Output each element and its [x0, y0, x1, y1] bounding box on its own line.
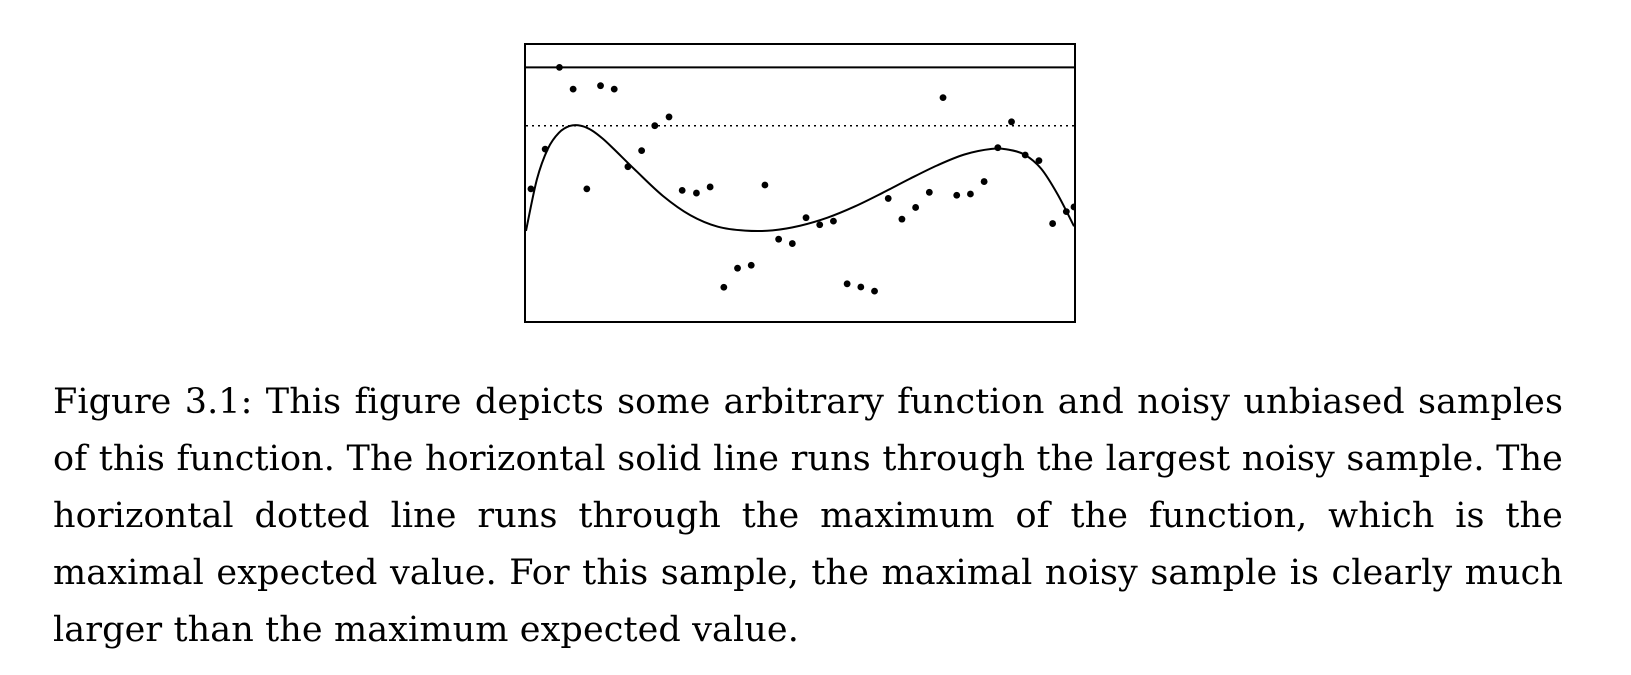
figure-plot — [524, 43, 1076, 323]
reference-lines — [526, 66, 1074, 127]
sample-point — [597, 82, 604, 90]
sample-point — [747, 261, 755, 269]
sample-point — [665, 113, 673, 121]
sample-point — [638, 147, 646, 154]
sample-point — [871, 287, 878, 295]
sample-point — [816, 221, 824, 229]
sample-point — [583, 185, 591, 193]
sample-point — [1008, 118, 1015, 126]
sample-point — [527, 185, 535, 193]
sample-point — [843, 280, 851, 288]
sample-point — [994, 144, 1002, 152]
sample-point — [624, 163, 632, 171]
sample-point — [706, 183, 714, 191]
sample-point — [830, 217, 837, 225]
sample-point — [556, 63, 563, 71]
sample-point — [912, 204, 920, 211]
plot-frame — [524, 43, 1076, 323]
sample-point — [651, 122, 659, 130]
sample-point — [980, 178, 988, 185]
sample-point — [610, 85, 618, 93]
sample-point — [857, 283, 865, 291]
sample-point — [1021, 151, 1029, 159]
figure-caption: Figure 3.1: This figure depicts some arb… — [53, 382, 1563, 650]
plot-svg — [524, 43, 1076, 323]
sample-point — [734, 264, 741, 272]
sample-point — [788, 240, 796, 247]
function-curve-group — [525, 124, 1075, 233]
sample-point — [569, 85, 577, 93]
sample-point — [678, 186, 686, 194]
sample-points — [527, 63, 1076, 295]
sample-point — [541, 145, 549, 153]
sample-point — [925, 188, 933, 196]
sample-point — [761, 181, 769, 189]
sample-point — [1049, 220, 1057, 227]
sample-point — [939, 94, 947, 102]
sample-point — [953, 191, 961, 199]
sample-point — [802, 214, 810, 222]
sample-point — [1070, 203, 1076, 211]
sample-point — [967, 190, 974, 198]
sample-point — [1062, 208, 1070, 216]
function-curve — [525, 124, 1075, 233]
sample-point — [1035, 157, 1043, 164]
sample-point — [720, 283, 728, 291]
sample-point — [693, 189, 700, 197]
sample-point — [898, 215, 906, 223]
sample-point — [775, 235, 783, 243]
sample-point — [884, 195, 892, 202]
